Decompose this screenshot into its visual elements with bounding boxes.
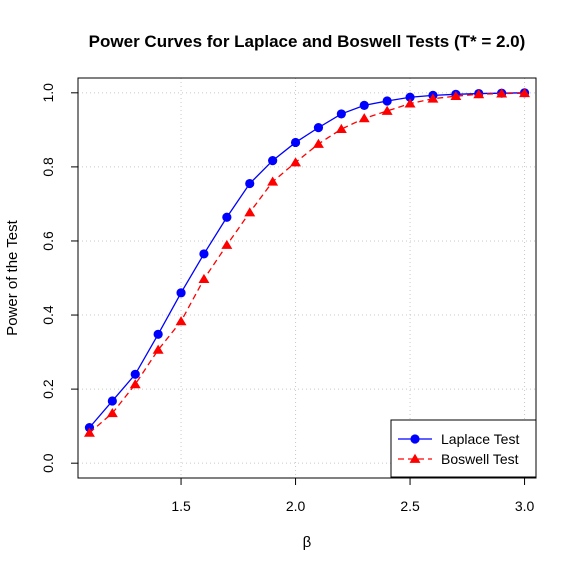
y-tick-label: 0.8: [40, 157, 56, 177]
data-point: [496, 88, 508, 98]
x-tick-label: 3.0: [515, 498, 535, 514]
data-point: [382, 96, 392, 106]
y-axis: 0.0 0.2 0.4 0.6 0.8 1.0: [40, 83, 78, 473]
data-point: [106, 407, 118, 418]
data-point: [450, 90, 462, 101]
data-point: [221, 239, 233, 249]
y-tick-label: 0.2: [40, 379, 56, 399]
data-point: [153, 329, 163, 339]
legend: Laplace Test Boswell Test: [390, 419, 537, 478]
data-point: [199, 249, 209, 259]
data-point: [335, 123, 347, 134]
data-point: [290, 137, 301, 148]
x-tick-label: 2.0: [286, 498, 306, 514]
data-point: [244, 207, 256, 217]
y-tick-label: 0.0: [40, 453, 56, 473]
data-point: [107, 396, 117, 406]
data-point: [130, 369, 140, 379]
data-point: [290, 157, 302, 167]
y-tick-label: 0.6: [40, 231, 56, 251]
data-point: [267, 176, 279, 186]
data-point: [404, 98, 416, 108]
x-tick-label: 2.5: [400, 498, 420, 514]
x-axis-label: β: [303, 534, 312, 551]
data-point: [245, 178, 255, 189]
series-1: [83, 87, 531, 437]
data-point: [473, 89, 485, 99]
legend-label: Boswell Test: [441, 451, 519, 467]
plot-series: [83, 87, 531, 437]
y-tick-label: 0.4: [40, 305, 56, 325]
legend-entry-1: Boswell Test: [398, 451, 519, 467]
data-point: [312, 138, 324, 148]
data-point: [198, 273, 210, 284]
legend-marker: [409, 453, 421, 463]
data-point: [152, 344, 164, 354]
data-point: [358, 113, 370, 123]
y-tick-label: 1.0: [40, 83, 56, 103]
legend-label: Laplace Test: [441, 431, 519, 447]
data-point: [129, 379, 141, 389]
legend-entry-0: Laplace Test: [398, 431, 519, 447]
series-line: [88, 92, 525, 429]
data-point: [427, 93, 439, 103]
data-point: [268, 155, 278, 166]
y-axis-label: Power of the Test: [4, 219, 21, 335]
data-point: [222, 212, 232, 222]
data-point: [83, 427, 95, 437]
data-point: [381, 105, 393, 115]
data-point: [313, 123, 324, 133]
x-tick-label: 1.5: [171, 498, 191, 514]
data-point: [176, 288, 186, 298]
plot-frame: [77, 77, 537, 479]
data-point: [175, 316, 187, 326]
data-point: [359, 100, 369, 111]
grid: [78, 78, 536, 478]
legend-box: [390, 419, 537, 478]
x-axis: 1.5 2.0 2.5 3.0: [171, 478, 534, 514]
data-point: [519, 87, 531, 98]
legend-marker: [410, 434, 420, 444]
series-line: [89, 92, 525, 434]
chart-title: Power Curves for Laplace and Boswell Tes…: [89, 32, 526, 51]
data-point: [405, 92, 415, 102]
data-point: [336, 109, 346, 119]
series-0: [84, 88, 530, 433]
